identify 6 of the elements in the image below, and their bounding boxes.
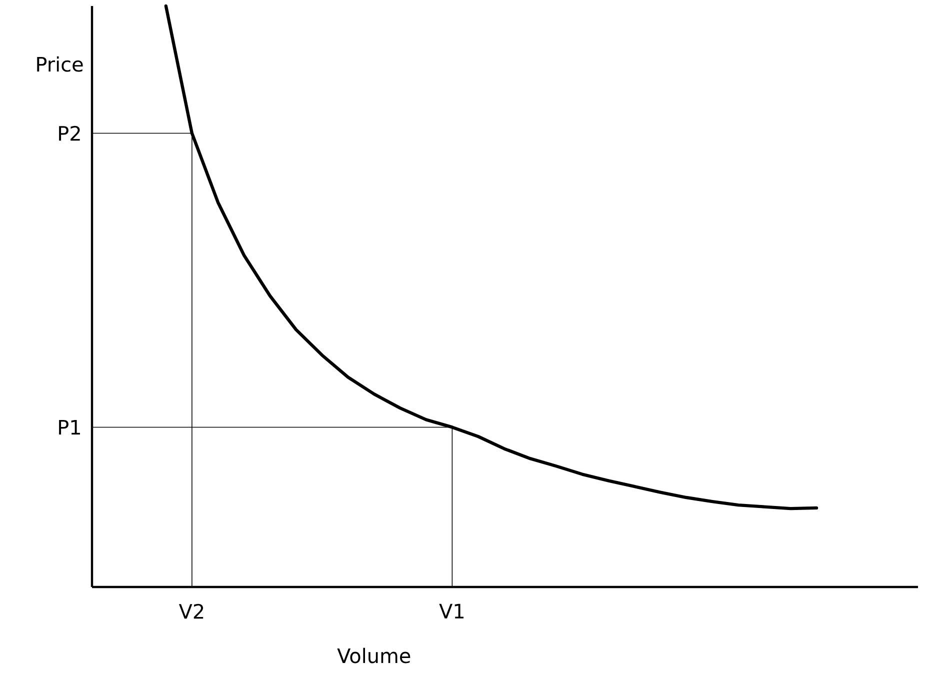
x-tick-label: V1 <box>439 604 464 618</box>
x-tick-label: V2 <box>178 604 204 619</box>
x-axis-title: Volume <box>337 648 410 664</box>
ref-line-label: P1 <box>59 420 80 434</box>
ref-line-label: P2 <box>59 126 80 141</box>
y-axis-title: Price <box>37 56 83 72</box>
